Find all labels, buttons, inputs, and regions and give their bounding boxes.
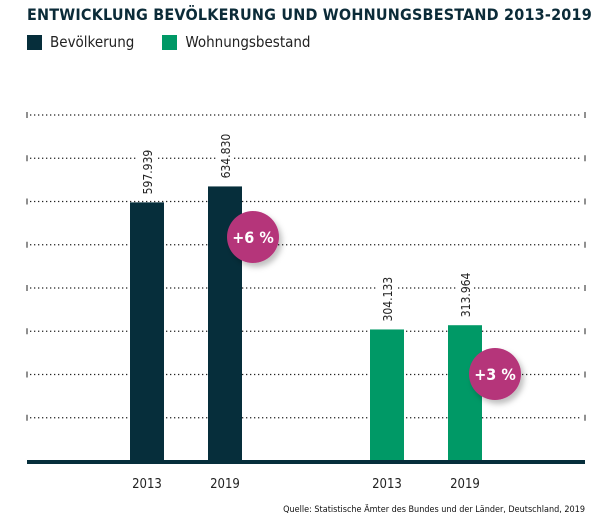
legend-label: Bevölkerung bbox=[50, 33, 135, 51]
x-axis-baseline bbox=[27, 460, 585, 464]
value-label: 313.964 bbox=[459, 272, 473, 317]
change-badge bbox=[227, 211, 279, 263]
value-label-bg bbox=[138, 147, 156, 200]
x-tick-label: 2013 bbox=[132, 477, 162, 492]
legend-swatch-wohnungsbestand bbox=[162, 34, 178, 50]
bar bbox=[130, 202, 164, 461]
legend-item-bevoelkerung: Bevölkerung bbox=[27, 33, 134, 51]
change-badge-label: +6 % bbox=[232, 228, 274, 247]
legend-label: Wohnungsbestand bbox=[185, 33, 311, 51]
x-tick-label: 2013 bbox=[372, 477, 402, 492]
value-label-bg bbox=[456, 270, 474, 323]
bar bbox=[448, 325, 482, 461]
chart-title: ENTWICKLUNG BEVÖLKERUNG UND WOHNUNGSBEST… bbox=[27, 5, 592, 24]
change-badge-label: +3 % bbox=[474, 365, 516, 384]
value-label-bg bbox=[378, 274, 396, 327]
bar bbox=[370, 329, 404, 461]
value-label-bg bbox=[216, 131, 234, 184]
value-label: 597.939 bbox=[141, 150, 155, 195]
value-label: 634.830 bbox=[219, 134, 233, 179]
legend: Bevölkerung Wohnungsbestand bbox=[27, 33, 339, 51]
x-tick-label: 2019 bbox=[450, 477, 480, 492]
value-label: 304.133 bbox=[381, 277, 395, 322]
legend-swatch-bevoelkerung bbox=[27, 34, 42, 50]
source-note: Quelle: Statistische Ämter des Bundes un… bbox=[283, 505, 585, 515]
change-badge bbox=[469, 348, 521, 400]
x-tick-label: 2019 bbox=[210, 477, 240, 492]
legend-item-wohnungsbestand: Wohnungsbestand bbox=[162, 33, 311, 51]
